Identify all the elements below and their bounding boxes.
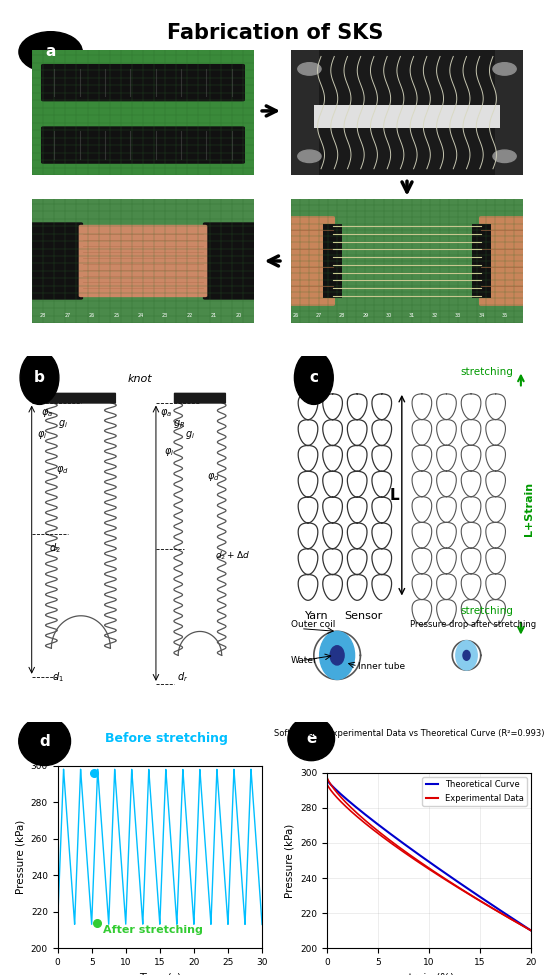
Text: L: L: [389, 488, 399, 503]
Text: a: a: [46, 45, 56, 59]
FancyBboxPatch shape: [276, 718, 543, 969]
Text: $\varphi_a$: $\varphi_a$: [160, 408, 172, 419]
Text: e: e: [306, 731, 316, 746]
Text: Sensor: Sensor: [344, 611, 382, 621]
Circle shape: [288, 717, 334, 760]
FancyBboxPatch shape: [46, 393, 116, 404]
FancyBboxPatch shape: [7, 718, 274, 969]
Circle shape: [19, 31, 82, 72]
Circle shape: [20, 351, 59, 405]
Text: c: c: [309, 370, 318, 385]
Circle shape: [463, 650, 470, 660]
FancyBboxPatch shape: [7, 351, 274, 718]
Text: $\varphi_a$: $\varphi_a$: [41, 408, 53, 419]
Text: $g_R$: $g_R$: [173, 418, 185, 430]
FancyBboxPatch shape: [276, 351, 543, 718]
Text: $d_2$: $d_2$: [49, 542, 61, 556]
Text: stretching: stretching: [460, 606, 513, 616]
Text: $d_2+\Delta d$: $d_2+\Delta d$: [216, 550, 250, 562]
Text: $\varphi_d$: $\varphi_d$: [206, 471, 219, 484]
Text: $\varphi_d$: $\varphi_d$: [57, 464, 69, 476]
FancyBboxPatch shape: [174, 393, 226, 404]
Text: stretching: stretching: [460, 367, 513, 377]
Text: Inner tube: Inner tube: [358, 662, 405, 671]
Text: $d_1$: $d_1$: [52, 670, 64, 683]
Text: Fabrication of SKS: Fabrication of SKS: [167, 23, 383, 43]
Text: Soft Sensor: Experimental Data vs Theoretical Curve (R²=0.993): Soft Sensor: Experimental Data vs Theore…: [274, 729, 545, 738]
Text: Before stretching: Before stretching: [105, 732, 228, 745]
Text: $d_r$: $d_r$: [177, 670, 188, 683]
Text: $\varphi_i$: $\varphi_i$: [37, 429, 47, 441]
Text: Pressure drop after stretching: Pressure drop after stretching: [410, 620, 536, 629]
Text: Outer coil: Outer coil: [290, 620, 335, 629]
Text: $g_i$: $g_i$: [58, 418, 68, 430]
Text: d: d: [39, 733, 50, 749]
Text: $g_i$: $g_i$: [185, 429, 195, 441]
FancyBboxPatch shape: [3, 5, 547, 352]
Circle shape: [330, 645, 344, 665]
Text: Yarn: Yarn: [305, 611, 328, 621]
Text: Water: Water: [290, 656, 317, 665]
Circle shape: [294, 351, 333, 405]
Text: $\varphi_i$: $\varphi_i$: [164, 447, 174, 458]
Circle shape: [320, 632, 355, 680]
Circle shape: [456, 641, 477, 670]
Text: knot: knot: [128, 374, 153, 384]
Circle shape: [19, 717, 70, 765]
Text: L+Strain: L+Strain: [524, 483, 534, 536]
Text: b: b: [34, 370, 45, 385]
